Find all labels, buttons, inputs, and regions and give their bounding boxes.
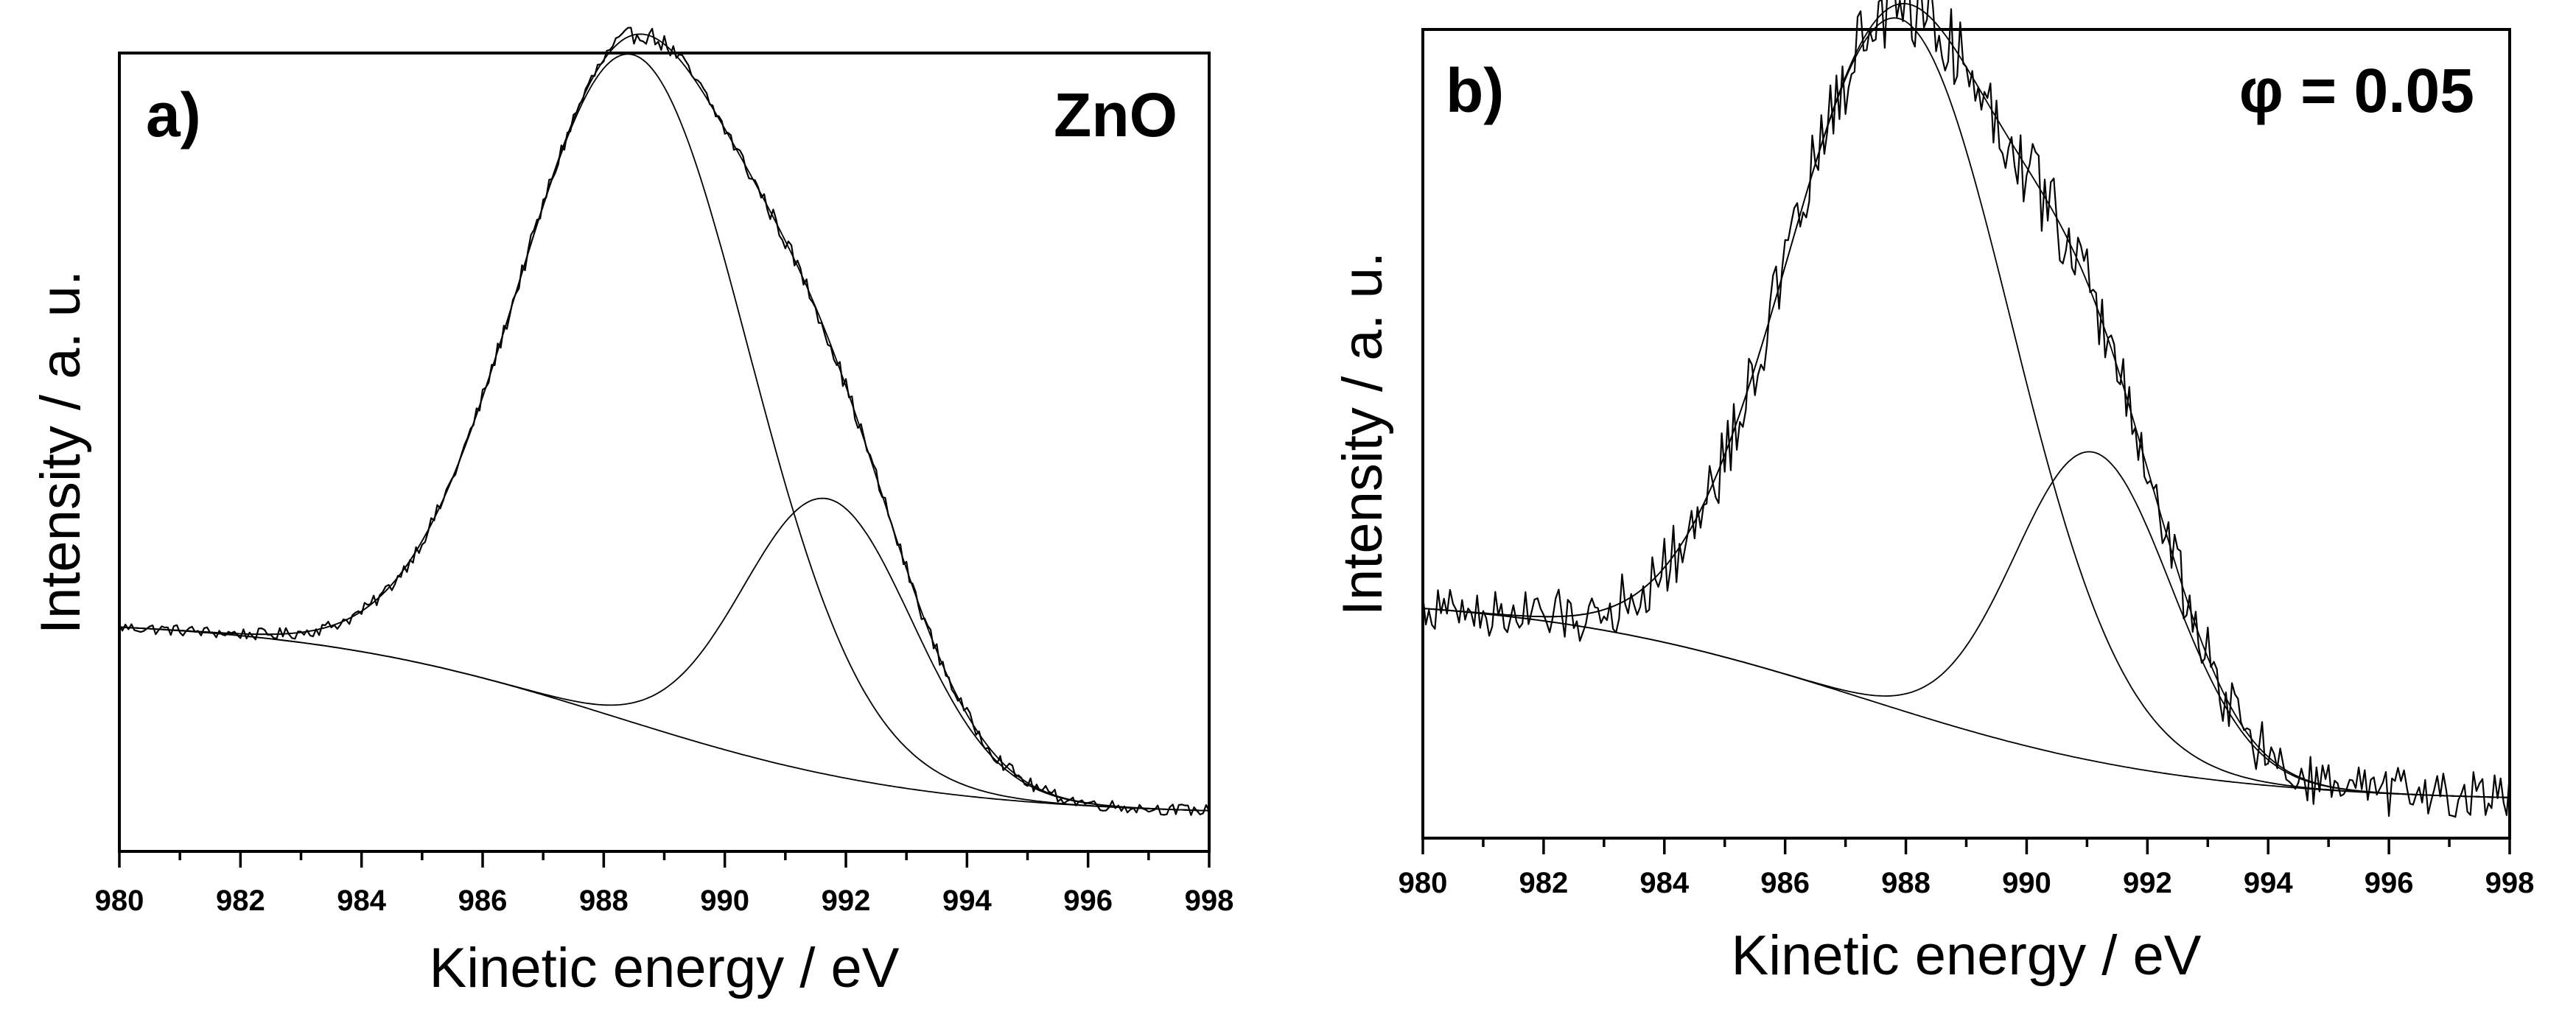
x-tick-label: 990: [700, 885, 749, 917]
x-tick-label: 982: [216, 885, 265, 917]
series-experimental: [1421, 0, 2511, 818]
series-envelope: [119, 33, 1210, 812]
x-tick-label: 994: [942, 885, 992, 917]
x-tick-label: 994: [2244, 867, 2293, 899]
sample-annotation: φ = 0.05: [2239, 56, 2474, 125]
x-tick-label: 996: [2365, 867, 2414, 899]
sample-annotation: ZnO: [1054, 80, 1177, 150]
x-tick-label: 990: [2002, 867, 2051, 899]
x-tick-label: 998: [2485, 867, 2535, 899]
y-axis-label: Intensity / a. u.: [29, 270, 92, 634]
x-tick-label: 980: [95, 885, 144, 917]
chart-panel-b: 980 982 984 986 988 990 992 994 996 998 Intensity …: [1331, 0, 2534, 987]
x-tick-label: 998: [1185, 885, 1234, 917]
x-tick-label: 996: [1063, 885, 1113, 917]
x-tick-label: 986: [458, 885, 508, 917]
series-peak-2: [119, 497, 1210, 812]
x-axis-label: Kinetic energy / eV: [430, 937, 900, 999]
x-axis-label: Kinetic energy / eV: [1732, 924, 2202, 987]
series-experimental: [119, 27, 1210, 816]
x-tick-label: 992: [822, 885, 871, 917]
series-peak-1: [119, 53, 1210, 812]
series-background: [119, 626, 1210, 812]
x-tick-label: 988: [579, 885, 629, 917]
panel-label: a): [146, 80, 201, 150]
x-tick-label: 982: [1519, 867, 1569, 899]
x-tick-label: 984: [337, 885, 386, 917]
series-peak-1: [1422, 17, 2510, 798]
series-background: [1422, 608, 2510, 798]
x-tick-label: 986: [1760, 867, 1810, 899]
panel-label: b): [1446, 56, 1504, 125]
chart-panel-a: 980 982 984 986 988 990 992 994 996 998 Intensity …: [29, 27, 1234, 999]
x-tick-label: 992: [2123, 867, 2172, 899]
y-axis-label: Intensity / a. u.: [1331, 252, 1394, 616]
x-tick-label: 984: [1639, 867, 1689, 899]
x-tick-label: 980: [1399, 867, 1448, 899]
x-tick-label: 988: [1881, 867, 1931, 899]
